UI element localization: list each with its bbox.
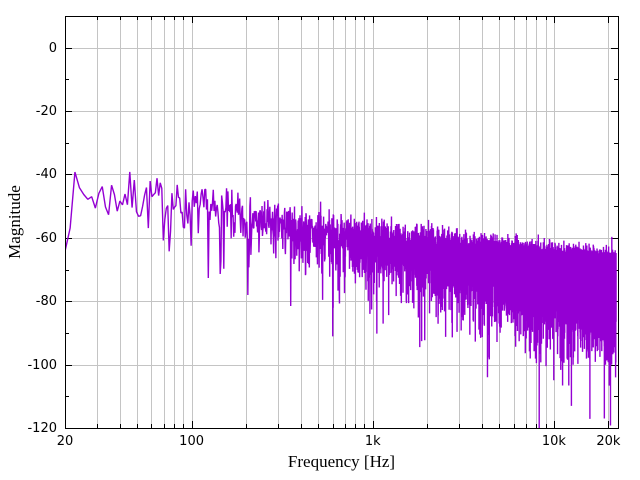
y-tick-label: -60	[35, 230, 57, 246]
x-tick-label: 20k	[596, 434, 621, 449]
x-tick-label: 20	[56, 434, 74, 449]
x-tick-label: 100	[179, 434, 204, 449]
y-axis-title: Magnitude	[5, 185, 24, 259]
y-tick-label: -120	[27, 421, 57, 436]
x-axis-title: Frequency [Hz]	[287, 452, 396, 471]
y-tick-label: -40	[35, 167, 57, 183]
x-tick-label: 1k	[364, 434, 381, 449]
y-tick-label: -80	[35, 294, 57, 310]
y-tick-label: -20	[35, 104, 57, 120]
x-tick-label: 10k	[541, 434, 566, 449]
y-tick-label: -100	[27, 357, 57, 373]
y-tick-label: 0	[48, 40, 57, 56]
